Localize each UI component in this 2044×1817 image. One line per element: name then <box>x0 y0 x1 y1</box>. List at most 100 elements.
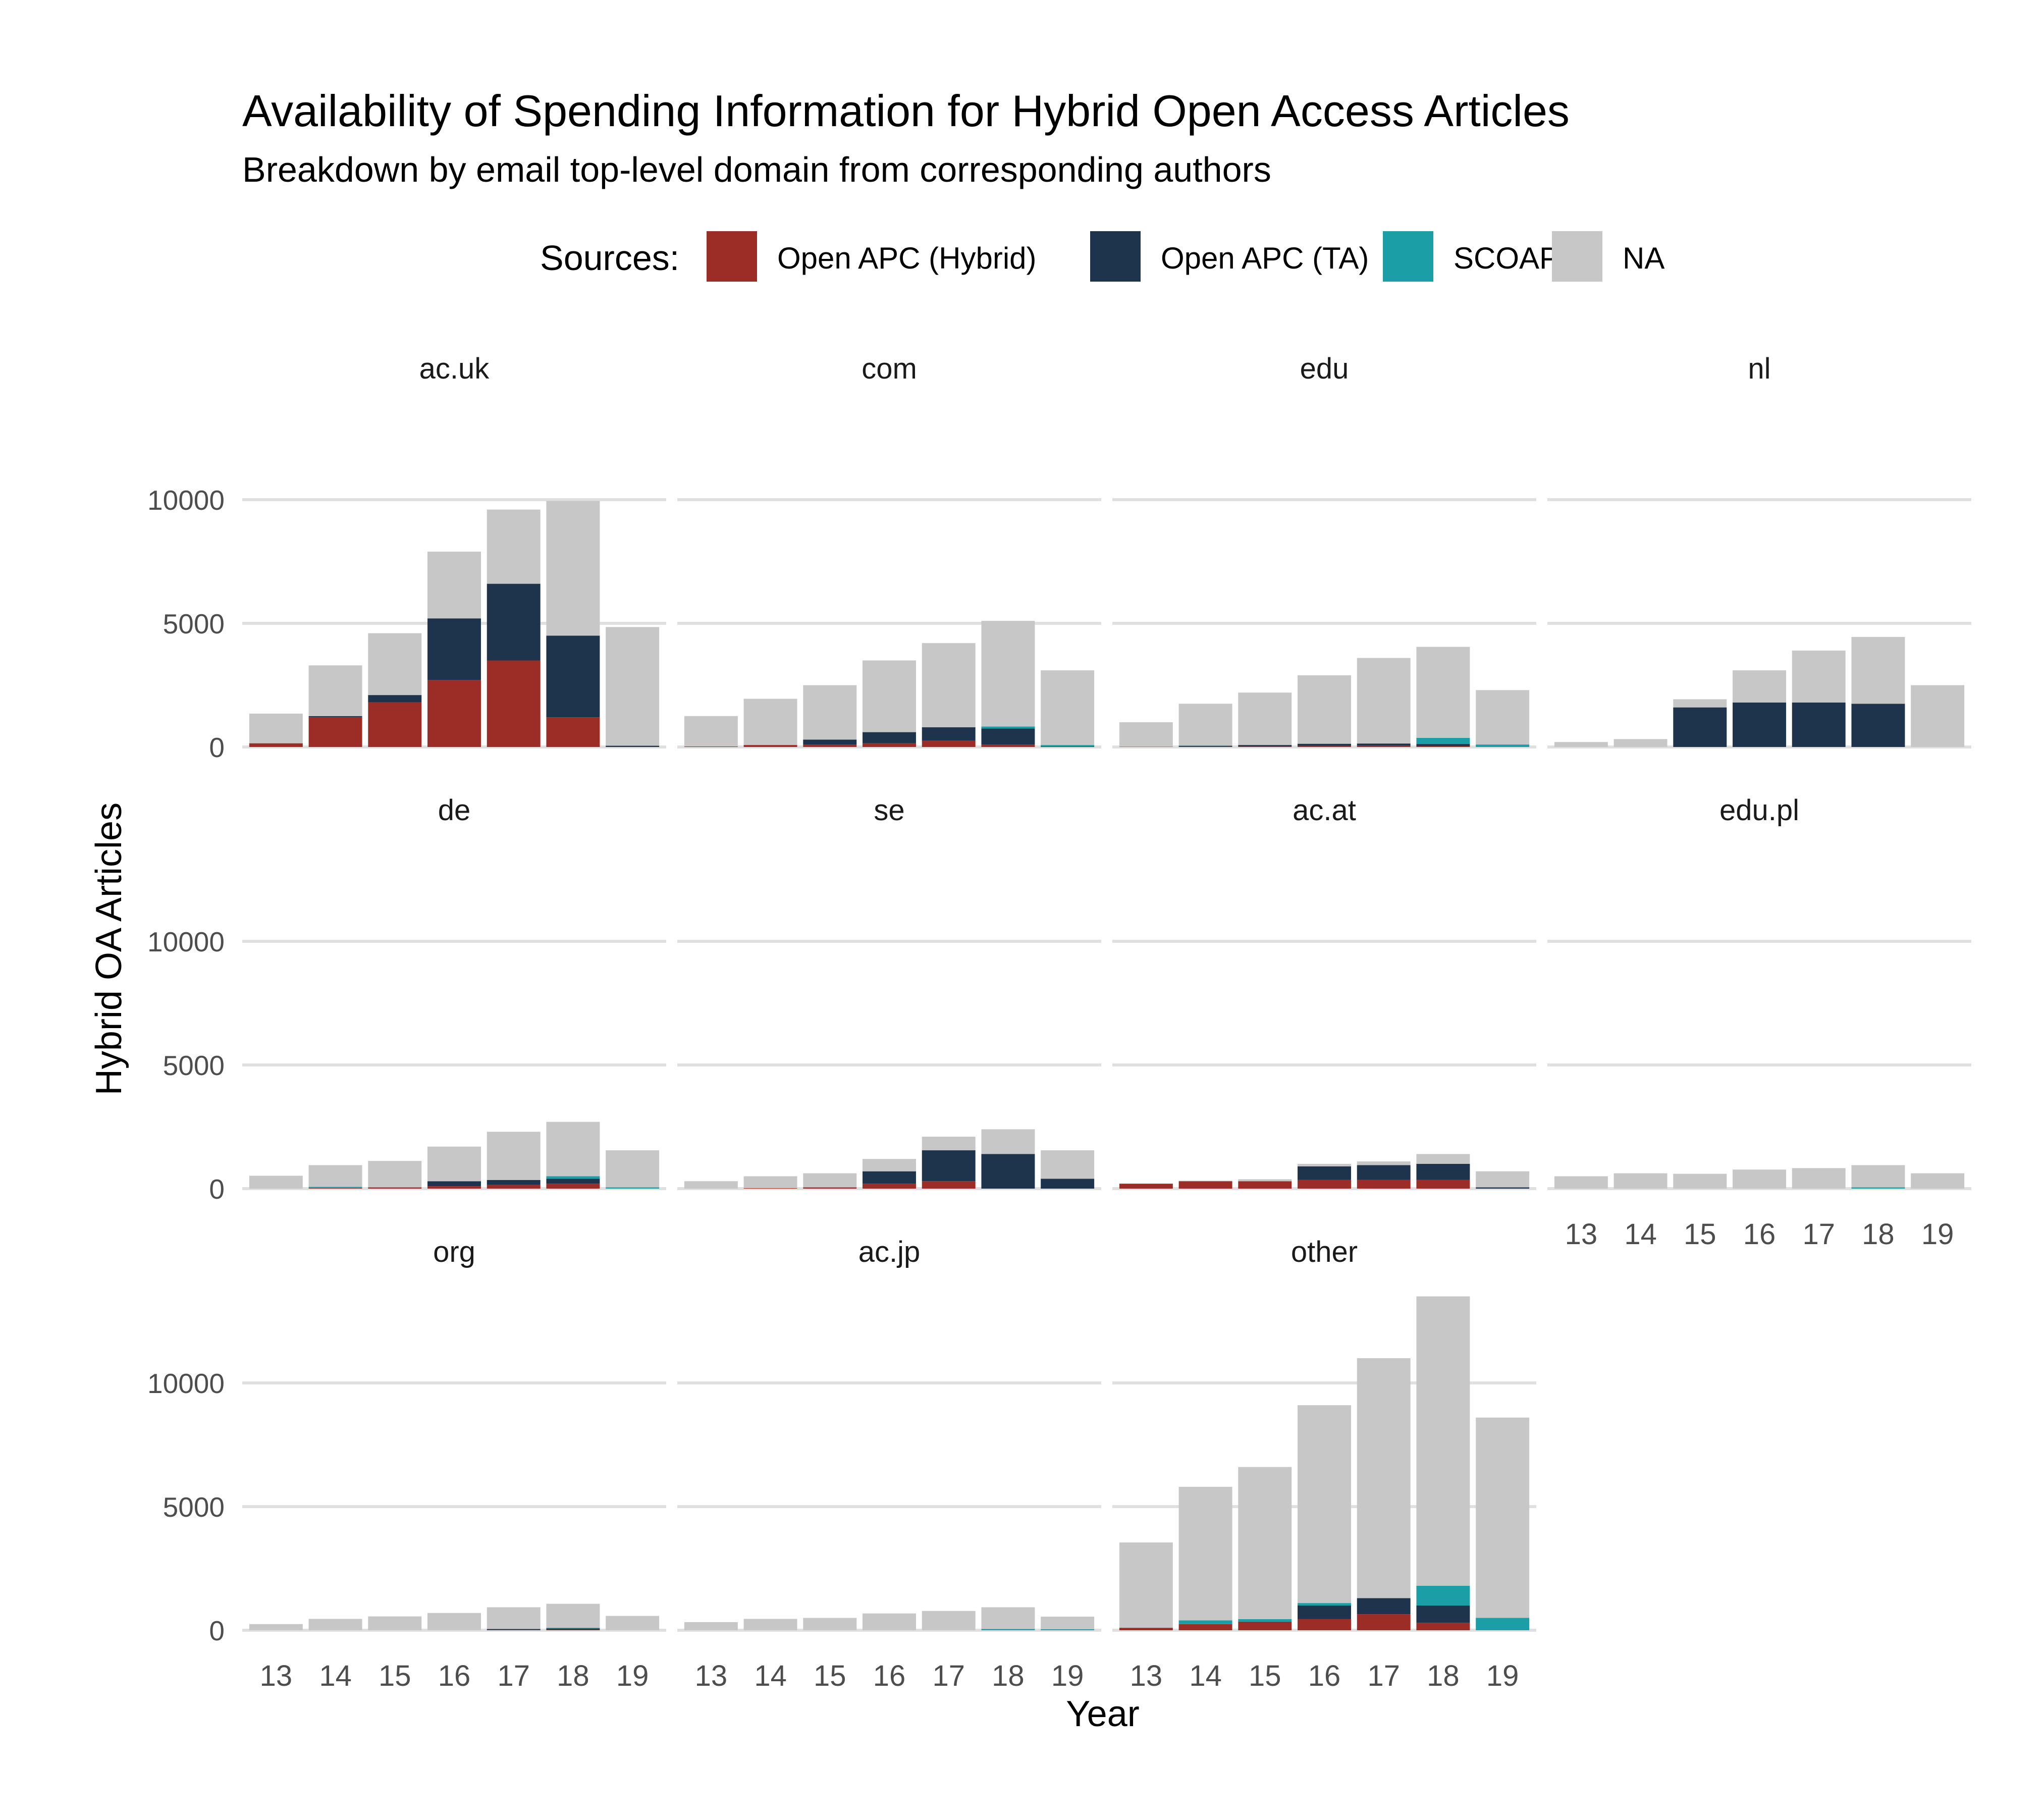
bar-segment <box>1298 743 1351 746</box>
bar-segment <box>922 1181 976 1189</box>
bar-segment <box>1911 1173 1965 1189</box>
y-tick-label: 10000 <box>147 1368 225 1399</box>
bar-segment <box>922 1150 976 1182</box>
x-tick-label: 15 <box>1684 1218 1716 1251</box>
x-tick-label: 19 <box>616 1660 649 1692</box>
bar-segment <box>1673 699 1727 708</box>
x-tick-label: 16 <box>1308 1660 1341 1692</box>
bar-segment <box>368 695 422 703</box>
bar-segment <box>1119 1184 1173 1189</box>
legend-title: Sources: <box>540 238 679 278</box>
bar-segment <box>1476 1618 1530 1630</box>
panel-label: ac.jp <box>858 1236 921 1268</box>
bar-segment <box>1416 1623 1470 1630</box>
bar-segment <box>1041 745 1095 747</box>
x-tick-label: 16 <box>438 1660 471 1692</box>
y-tick-label: 5000 <box>163 608 225 639</box>
bar-segment <box>427 1146 481 1182</box>
bar-segment <box>981 621 1035 727</box>
panel-label: edu <box>1300 352 1349 385</box>
x-tick-label: 18 <box>557 1660 589 1692</box>
bar-segment <box>1554 742 1608 747</box>
bar-segment <box>803 1187 857 1189</box>
legend-key-0 <box>707 231 757 282</box>
bar-segment <box>803 685 857 740</box>
panel-edu: edu <box>1112 352 1536 749</box>
bar-segment <box>981 744 1035 747</box>
chart-subtitle: Breakdown by email top-level domain from… <box>242 150 1271 189</box>
bar-segment <box>1357 743 1411 746</box>
legend-label-1: Open APC (TA) <box>1161 241 1369 275</box>
panel-label: ac.uk <box>419 352 490 385</box>
bar-segment <box>1298 1405 1351 1604</box>
bar-segment <box>606 1150 660 1188</box>
bar-segment <box>1792 650 1846 703</box>
x-tick-label: 13 <box>1565 1218 1598 1251</box>
bar-segment <box>1416 1585 1470 1606</box>
x-tick-label: 18 <box>1862 1218 1895 1251</box>
bar-segment <box>684 1622 738 1630</box>
bar-segment <box>1298 675 1351 744</box>
panel-com: com <box>677 352 1101 749</box>
x-tick-label: 14 <box>1189 1660 1222 1692</box>
panel-label: nl <box>1748 352 1770 385</box>
bar-segment <box>368 1187 422 1189</box>
bar-segment <box>684 746 738 747</box>
bar-segment <box>1357 1614 1411 1630</box>
bar-segment <box>1476 1417 1530 1618</box>
bar-segment <box>606 1616 660 1630</box>
panel-other: other 13 14 15 16 17 18 19 <box>1112 1236 1536 1692</box>
bar-segment <box>1238 1619 1292 1622</box>
bar-segment <box>1298 1606 1351 1619</box>
bar-segment <box>743 1188 797 1189</box>
bar-segment <box>1416 1296 1470 1586</box>
chart-title: Availability of Spending Information for… <box>242 86 1570 136</box>
bar-segment <box>1238 746 1292 747</box>
panel-label: de <box>438 794 471 827</box>
y-tick-label: 5000 <box>163 1050 225 1081</box>
bar-segment <box>1238 1621 1292 1630</box>
bar-segment <box>1733 670 1786 703</box>
x-tick-label: 16 <box>1743 1218 1776 1251</box>
legend-key-2 <box>1383 231 1433 282</box>
bar-segment <box>1178 1181 1232 1189</box>
panel-label: se <box>874 794 904 827</box>
bar-segment <box>1792 702 1846 747</box>
bar-segment <box>684 1181 738 1189</box>
bar-segment <box>922 727 976 741</box>
bar-segment <box>1357 745 1411 747</box>
bar-segment <box>981 1129 1035 1154</box>
bar-segment <box>743 745 797 747</box>
bar-segment <box>1851 1187 1905 1189</box>
bar-segment <box>803 1173 857 1188</box>
panel-org: org 0 5000 10000 13 14 15 16 17 18 19 <box>147 1236 666 1692</box>
bar-segment <box>1178 1486 1232 1621</box>
bar-segment <box>1673 707 1727 747</box>
bar-segment <box>863 732 916 743</box>
panel-ac.at: ac.at <box>1112 794 1536 1190</box>
bar-segment <box>606 1187 660 1189</box>
bar-segment <box>1041 746 1095 747</box>
bar-segment <box>1416 744 1470 746</box>
bar-segment <box>1238 692 1292 745</box>
x-tick-label: 13 <box>695 1660 728 1692</box>
panel-se: se <box>677 794 1101 1190</box>
bar-segment <box>1416 647 1470 738</box>
x-tick-label: 17 <box>1367 1660 1400 1692</box>
chart-panels: ac.uk 0 5000 10000 com edu nl de 0 5000 10000 se ac.… <box>147 352 1971 1692</box>
bar-segment <box>743 699 797 745</box>
bar-segment <box>922 1137 976 1151</box>
panel-nl: nl <box>1547 352 1971 749</box>
bar-segment <box>249 743 303 747</box>
legend-label-2: SCOAP³ <box>1454 241 1570 275</box>
bar-segment <box>1178 746 1232 747</box>
bar-segment <box>308 1188 362 1189</box>
bar-segment <box>308 1619 362 1630</box>
bar-segment <box>427 551 481 619</box>
x-tick-label: 14 <box>319 1660 352 1692</box>
bar-segment <box>981 1629 1035 1630</box>
bar-segment <box>1911 685 1965 747</box>
bar-segment <box>1357 658 1411 744</box>
bar-segment <box>1673 1173 1727 1189</box>
x-tick-label: 15 <box>379 1660 411 1692</box>
